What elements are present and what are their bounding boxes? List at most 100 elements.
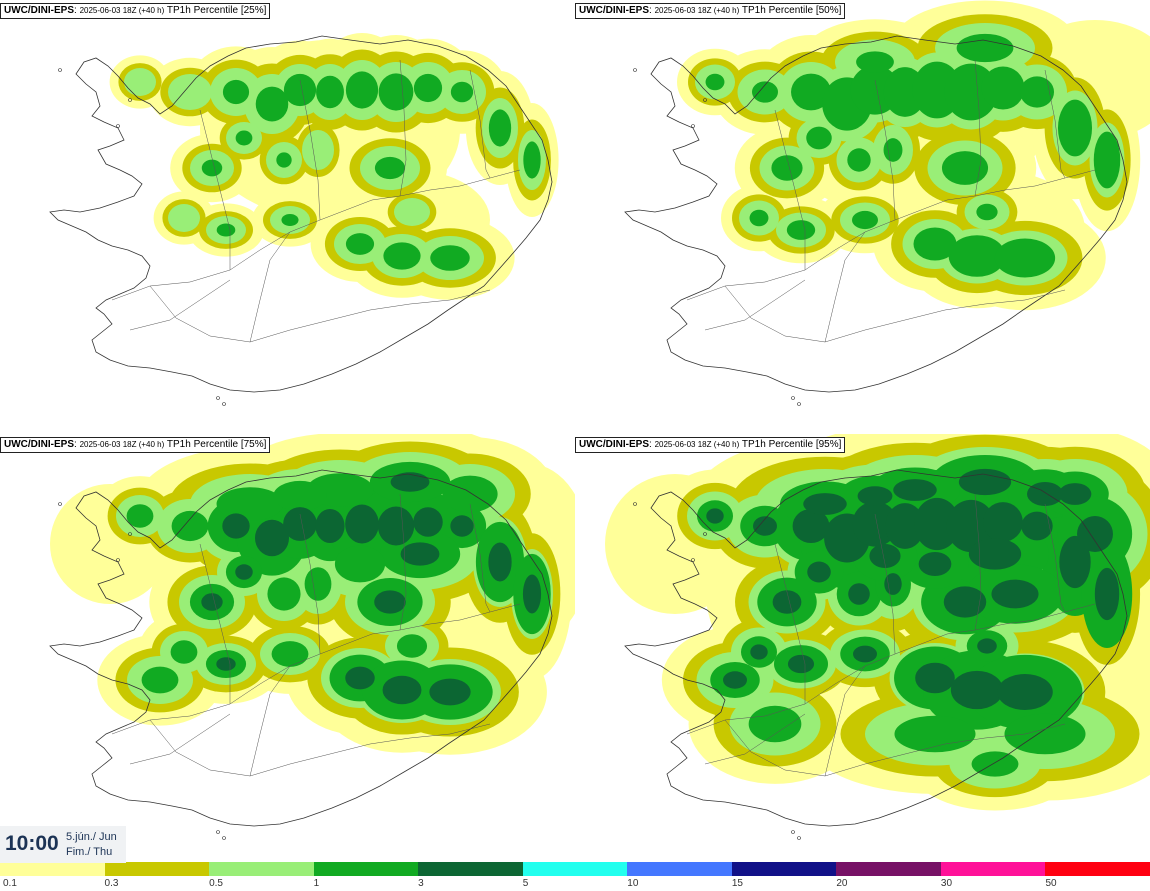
iceland-map-p95 (575, 434, 1150, 865)
precip-contour (1094, 567, 1120, 621)
road-line (111, 169, 521, 301)
precip-contour (283, 507, 317, 541)
precip-contour (847, 148, 871, 172)
precip-contour (914, 497, 960, 551)
iceland-map-p75 (0, 434, 575, 865)
legend-swatch (627, 862, 732, 876)
precip-contour (792, 509, 830, 543)
road-line (199, 543, 231, 704)
precip-contour (913, 227, 957, 261)
road-line (469, 69, 491, 179)
precip-contour (1059, 535, 1091, 589)
precip-contour (302, 130, 334, 170)
precip-contour (883, 138, 903, 162)
precip-contour (971, 751, 1019, 777)
precip-contour (885, 503, 925, 549)
precip-contour (787, 654, 815, 674)
road-line (724, 719, 1066, 777)
island (216, 396, 220, 400)
legend-swatch (1045, 862, 1150, 876)
road-line (724, 285, 1066, 343)
road-line (686, 169, 1096, 301)
precip-contour (848, 583, 870, 605)
road-line (774, 109, 806, 270)
precip-contour (771, 155, 803, 181)
precip-contour (283, 73, 317, 107)
valid-date-line2: Fim./ Thu (66, 846, 113, 858)
island (216, 830, 220, 834)
island (128, 98, 132, 102)
precip-contour (941, 151, 989, 185)
precip-contour (170, 640, 198, 664)
product-name: TP1h Percentile [75%] (166, 439, 267, 450)
precip-contour (1093, 131, 1121, 189)
road-line (399, 493, 407, 631)
precip-contour (216, 223, 236, 237)
island (222, 402, 226, 406)
precip-contour (345, 71, 379, 109)
precip-contour (853, 645, 877, 663)
product-name: TP1h Percentile [50%] (741, 5, 842, 16)
precip-contour (222, 79, 250, 105)
precip-contour (429, 678, 471, 706)
island (703, 532, 707, 536)
precip-contour (806, 126, 832, 150)
panel-title-p95: UWC/DINI-EPS: 2025-06-03 18Z (+40 h) TP1… (575, 437, 846, 453)
precip-contour (791, 73, 831, 111)
precip-contour (345, 666, 375, 690)
product-name: TP1h Percentile [25%] (166, 5, 267, 16)
road-line (199, 109, 231, 270)
precip-contour (750, 644, 768, 660)
road-line (299, 79, 321, 221)
road-line (1044, 503, 1066, 613)
precip-contour (383, 242, 421, 270)
precip-contour (918, 552, 952, 576)
island (703, 98, 707, 102)
legend-tick-label: 50 (1045, 878, 1057, 889)
road-line (974, 493, 982, 631)
island (116, 558, 120, 562)
road-line (824, 665, 866, 777)
precip-contour (377, 506, 415, 546)
precip-contour (1057, 99, 1093, 157)
island (58, 502, 62, 506)
precip-contour (400, 542, 440, 566)
valid-time-clock: 10:00 (5, 832, 59, 855)
island (222, 836, 226, 840)
coastline (624, 469, 1128, 827)
legend-swatch (940, 862, 1046, 876)
precip-contour (450, 515, 474, 537)
road-line (111, 603, 521, 735)
road-line (1044, 69, 1066, 179)
model-name: UWC/DINI-EPS (579, 5, 649, 16)
legend-color-bar (0, 862, 1150, 876)
panel-title-p50: UWC/DINI-EPS: 2025-06-03 18Z (+40 h) TP1… (575, 3, 846, 19)
precip-contour (222, 513, 250, 539)
precip-contour (991, 579, 1039, 609)
precip-contour (956, 33, 1014, 63)
precip-contour (254, 519, 290, 557)
precip-contour (378, 73, 414, 111)
precip-contour (374, 156, 406, 180)
road-line (469, 503, 491, 613)
precip-contour (267, 577, 301, 611)
precip-contour (442, 475, 498, 513)
coastline (49, 35, 553, 393)
legend-tick-label: 0.3 (104, 878, 119, 889)
road-line (249, 231, 291, 343)
island (797, 402, 801, 406)
road-line (824, 231, 866, 343)
precip-contour (255, 86, 289, 122)
legend-tick-label: 5 (522, 878, 529, 889)
precip-contour (1021, 511, 1053, 541)
legend-tick-label: 30 (940, 878, 953, 889)
precip-contour (276, 152, 292, 168)
legend-swatch (522, 862, 628, 876)
precip-contour (994, 238, 1056, 278)
precip-contour (396, 634, 428, 658)
run-time: 2025-06-03 18Z (+40 h) (654, 6, 740, 15)
precip-contour (894, 715, 976, 753)
legend-swatch (104, 862, 210, 876)
precip-contour (273, 480, 327, 512)
legend-swatch (418, 862, 523, 876)
